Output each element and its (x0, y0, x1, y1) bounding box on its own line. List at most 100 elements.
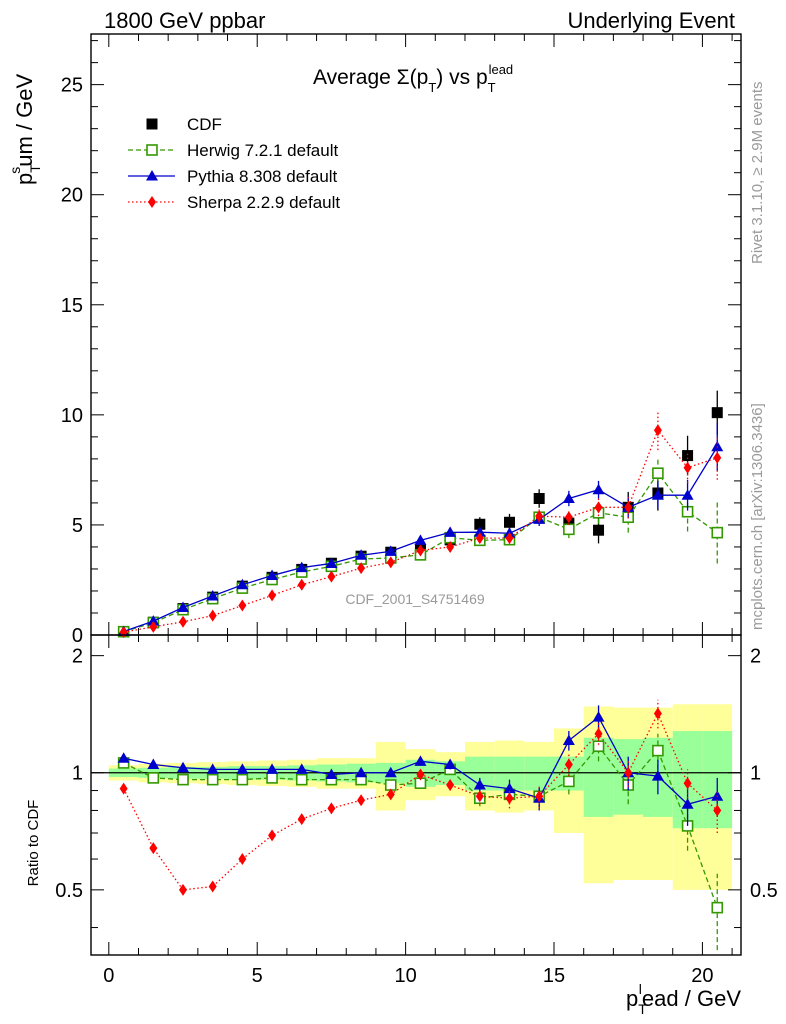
ratio-data-point (177, 761, 190, 773)
data-point (651, 489, 664, 500)
ratio-data-point (446, 779, 455, 792)
ratio-ytick-label-right: 1 (750, 763, 761, 785)
ratio-data-point (505, 792, 514, 805)
data-point (564, 511, 573, 524)
main-title-sub1: T (428, 80, 436, 95)
legend-marker (146, 118, 158, 130)
data-point (562, 492, 575, 504)
ratio-ytick-label-left: 1 (72, 763, 83, 785)
legend-label: Herwig 7.2.1 default (187, 141, 338, 160)
data-point (208, 609, 217, 622)
data-point (295, 561, 308, 573)
xlabel-p: p (626, 986, 638, 1011)
ratio-data-point (266, 772, 278, 784)
ratio-data-point (177, 773, 189, 786)
data-point (147, 615, 160, 626)
xtick-label: 10 (394, 965, 416, 987)
ratio-series-line (123, 745, 718, 908)
data-point (414, 534, 427, 545)
data-point (711, 526, 724, 539)
ratio-data-point (295, 773, 308, 786)
ratio-series-sherpa-2-2-9-default (119, 699, 722, 896)
ratio-data-point (564, 758, 573, 771)
data-point (653, 424, 662, 437)
ratio-data-point (208, 880, 217, 893)
xlabel-sub: T (638, 1001, 647, 1017)
ratio-data-point (592, 711, 605, 722)
legend-item-sherpa-2-2-9-default: Sherpa 2.2.9 default (128, 193, 340, 212)
ratio-series-layer (117, 699, 724, 951)
rivet-label: Rivet 3.1.10, ≥ 2.9M events (749, 82, 766, 265)
data-point (652, 467, 664, 479)
data-point (268, 589, 277, 602)
legend-item-cdf: CDF (146, 115, 222, 134)
xlabel: pTlead / GeV (626, 981, 741, 1017)
ratio-data-point (149, 842, 158, 855)
ratio-ytick-label-left: 0.5 (55, 880, 83, 902)
data-point (682, 450, 694, 462)
ratio-data-point (325, 768, 338, 779)
main-ytick-label: 25 (61, 75, 83, 97)
data-point (149, 620, 158, 633)
data-point (238, 599, 247, 612)
ratio-plot: 0.5 0.51 12 20 5 10 15 20 (55, 634, 778, 987)
main-ylabel-rest: um / GeV (12, 74, 37, 167)
data-point (384, 545, 397, 556)
ratio-data-point (355, 766, 368, 778)
data-point (473, 526, 486, 537)
data-point (533, 493, 545, 505)
data-point (327, 570, 336, 583)
legend-marker (146, 170, 158, 181)
data-point (386, 556, 395, 569)
ratio-data-point (683, 777, 692, 790)
main-title-sub2: T (488, 80, 496, 95)
main-ylabel-sup: s (7, 167, 23, 174)
ratio-data-point (119, 782, 128, 795)
data-point (535, 510, 544, 523)
ratio-data-point (475, 790, 484, 803)
ratio-ytick-label-left: 2 (72, 646, 83, 668)
ratio-data-point (384, 766, 397, 778)
data-point (711, 440, 724, 452)
legend-marker (146, 144, 158, 156)
data-point (416, 544, 425, 557)
header-left: 1800 GeV ppbar (104, 8, 265, 33)
main-title-sup: lead (489, 62, 514, 77)
ratio-data-point (357, 794, 366, 807)
data-point (475, 532, 484, 545)
data-point (594, 501, 603, 514)
main-series-layer (117, 390, 724, 639)
legend-item-herwig-7-2-1-default: Herwig 7.2.1 default (128, 141, 338, 160)
data-point (236, 578, 249, 590)
data-point (563, 523, 575, 536)
legend-label: Pythia 8.308 default (187, 167, 338, 186)
ratio-frame-border (90, 634, 742, 956)
data-point (206, 590, 219, 601)
ratio-data-point (327, 802, 336, 815)
ratio-data-point (563, 775, 575, 788)
data-point (592, 483, 605, 495)
ratio-data-point (268, 829, 277, 842)
ratio-data-point (414, 755, 427, 766)
data-point (446, 540, 455, 553)
ratio-data-point (535, 790, 544, 803)
ratio-data-point (179, 883, 188, 896)
main-ytick-label: 0 (72, 625, 83, 647)
main-ytick-label: 5 (72, 515, 83, 537)
ratio-data-point (206, 763, 219, 774)
ratio-data-point (713, 804, 722, 817)
ratio-data-point (236, 773, 249, 786)
ratio-data-point (206, 773, 219, 786)
main-title-part1: Average Σ(p (313, 66, 428, 89)
data-point (266, 569, 279, 581)
main-ytick-label: 20 (61, 185, 83, 207)
ratio-data-point (238, 853, 247, 866)
xtick-label: 15 (543, 965, 565, 987)
ratio-ylabel: Ratio to CDF (25, 800, 42, 887)
main-ylabel-p: p (12, 173, 37, 185)
main-ylabel-sub: T (27, 164, 43, 173)
data-point (503, 516, 515, 528)
data-point (505, 532, 514, 545)
ratio-data-point (266, 763, 279, 774)
